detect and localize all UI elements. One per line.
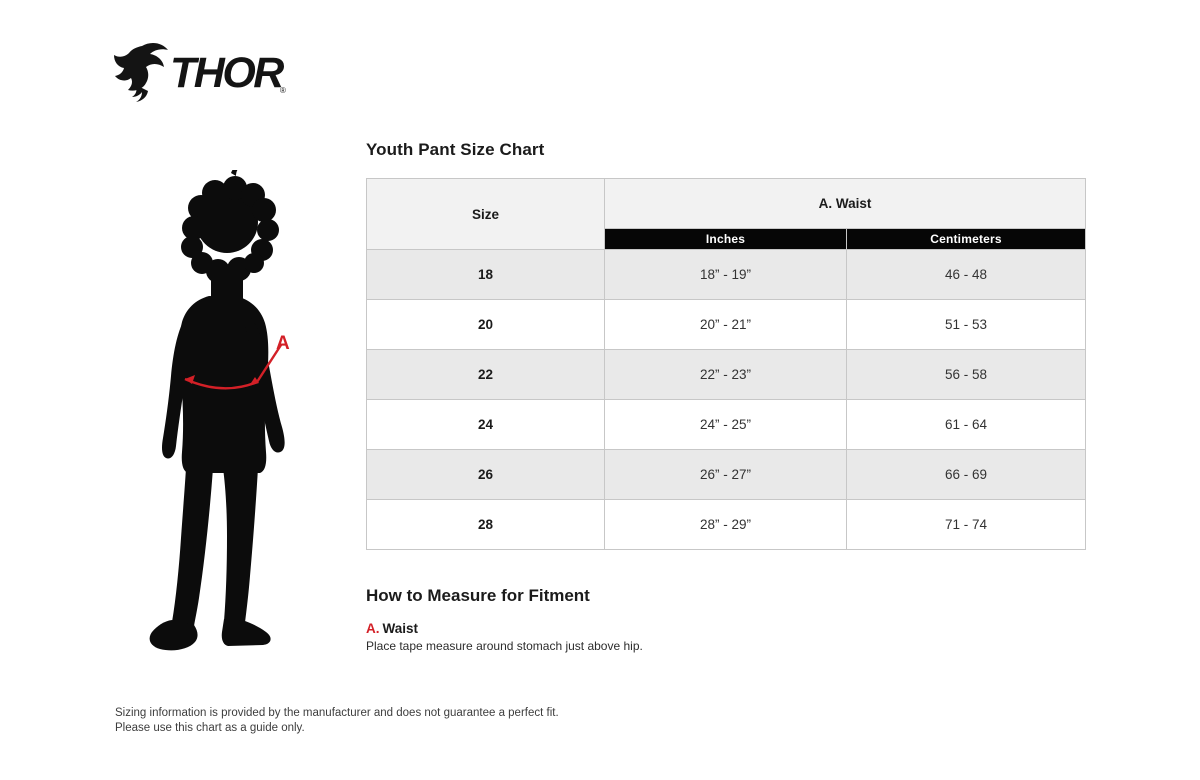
table-row: 22 22” - 23” 56 - 58 [366, 349, 1087, 400]
inches-value-cell: 20” - 21” [604, 299, 847, 350]
measure-letter: A. [366, 621, 380, 636]
annotation-pointer-line [255, 344, 283, 383]
size-value-cell: 26 [366, 449, 605, 500]
table-header-row: Size A. Waist [366, 178, 1087, 250]
inches-column-header: Inches [604, 228, 847, 250]
size-value-cell: 24 [366, 399, 605, 450]
table-row: 28 28” - 29” 71 - 74 [366, 499, 1087, 550]
measure-label: A. Waist [366, 621, 1085, 636]
measurement-figure: A [145, 166, 313, 662]
centimeters-value-cell: 46 - 48 [845, 249, 1087, 300]
size-value-cell: 22 [366, 349, 605, 400]
goat-head-icon [114, 42, 168, 102]
table-subheader-row: Inches Centimeters [367, 228, 1087, 250]
annotation-arrowheads [185, 375, 259, 386]
thor-wordmark: THOR [170, 49, 284, 97]
table-row: 20 20” - 21” 51 - 53 [366, 299, 1087, 350]
inches-value-cell: 18” - 19” [604, 249, 847, 300]
centimeters-value-cell: 66 - 69 [845, 449, 1087, 500]
size-value-cell: 20 [366, 299, 605, 350]
inches-value-cell: 24” - 25” [604, 399, 847, 450]
disclaimer-line-2: Please use this chart as a guide only. [115, 721, 305, 734]
thor-logo: THOR ® [112, 40, 297, 106]
child-silhouette-graphic: A [149, 166, 290, 651]
table-row: 24 24” - 25” 61 - 64 [366, 399, 1087, 450]
size-chart-section: Youth Pant Size Chart Size A. Waist Inch… [366, 140, 1087, 653]
size-value-cell: 18 [366, 249, 605, 300]
disclaimer-line-1: Sizing information is provided by the ma… [115, 707, 559, 719]
measure-item-waist: A. Waist Place tape measure around stomac… [366, 621, 1085, 653]
centimeters-value-cell: 71 - 74 [845, 499, 1087, 550]
measure-name: Waist [382, 621, 419, 636]
inches-value-cell: 26” - 27” [604, 449, 847, 500]
table-row: 26 26” - 27” 66 - 69 [366, 449, 1087, 500]
child-silhouette [149, 166, 285, 651]
annotation-label-a: A [276, 333, 290, 354]
inches-value-cell: 22” - 23” [604, 349, 847, 400]
registered-trademark: ® [280, 86, 286, 95]
size-column-header: Size [366, 178, 605, 250]
thor-logo-graphic: THOR ® [114, 42, 287, 102]
how-to-measure-title: How to Measure for Fitment [366, 586, 590, 605]
centimeters-value-cell: 51 - 53 [845, 299, 1087, 350]
size-chart-table: Size A. Waist Inches Centimeters 18 18” … [366, 178, 1087, 550]
centimeters-value-cell: 56 - 58 [845, 349, 1087, 400]
centimeters-column-header: Centimeters [845, 228, 1087, 250]
inches-value-cell: 28” - 29” [604, 499, 847, 550]
centimeters-value-cell: 61 - 64 [845, 399, 1087, 450]
measure-description: Place tape measure around stomach just a… [366, 639, 643, 653]
size-value-cell: 28 [366, 499, 605, 550]
disclaimer: Sizing information is provided by the ma… [115, 706, 559, 735]
waist-group-header: A. Waist [603, 178, 1087, 229]
table-row: 18 18” - 19” 46 - 48 [366, 249, 1087, 300]
page-title: Youth Pant Size Chart [366, 140, 545, 159]
